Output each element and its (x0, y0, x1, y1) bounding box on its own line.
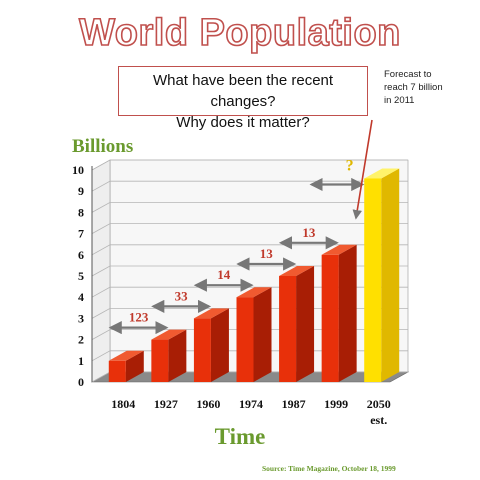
bar-1927 (151, 329, 187, 382)
bar-side (210, 308, 229, 382)
bar-front (364, 178, 382, 382)
bar-top (108, 350, 144, 361)
forecast-note: Forecast to reach 7 billion in 2011 (384, 68, 464, 107)
bar-1804 (108, 350, 144, 382)
interval-label: 13 (302, 225, 316, 240)
gridline (91, 201, 408, 213)
x-tick-label: 1987 (282, 397, 306, 411)
question-box: What have been the recent changes? Why d… (118, 66, 368, 131)
bar-top (321, 244, 357, 255)
gridline (91, 223, 408, 234)
interval-label: 13 (260, 246, 274, 261)
bar-front (279, 276, 297, 382)
forecast-line-1: Forecast to (384, 69, 432, 80)
x-tick-label: 1804 (111, 397, 135, 411)
bar-top (236, 287, 272, 298)
bar-1974 (236, 287, 272, 382)
y-axis-label: Billions (72, 136, 134, 157)
y-tick-label: 10 (72, 163, 84, 177)
interval-label: 33 (175, 288, 189, 303)
x-tick-label: 1927 (154, 397, 178, 411)
y-tick-label: 0 (78, 375, 84, 389)
bar-side (125, 350, 144, 382)
y-tick-label: 3 (78, 311, 84, 325)
bar-top (151, 329, 187, 340)
y-tick-label: 6 (78, 248, 84, 262)
forecast-pointer (352, 119, 373, 220)
x-tick-label: 1974 (239, 397, 263, 411)
x-tick-note: est. (370, 413, 387, 427)
interval-label: 123 (129, 310, 149, 325)
bar-2050 (364, 168, 400, 382)
y-tick-label: 5 (78, 269, 84, 283)
y-tick-label: 2 (78, 333, 84, 347)
bar-front (151, 339, 169, 382)
x-axis-label: Time (214, 424, 266, 449)
y-tick-label: 7 (78, 227, 84, 241)
bar-front (321, 254, 339, 382)
bar-1960 (193, 308, 229, 382)
interval-label: 14 (217, 267, 231, 282)
bar-front (108, 360, 126, 382)
bar-1987 (279, 266, 315, 382)
question-line-1: What have been the recent changes? (152, 72, 334, 110)
bar-top (364, 168, 400, 179)
forecast-line-2: reach 7 billion (384, 82, 443, 93)
source-note: Source: Time Magazine, October 18, 1999 (262, 464, 396, 473)
bar-1999 (321, 244, 357, 382)
bars-layer (108, 168, 400, 382)
bar-front (236, 297, 254, 382)
x-tick-label: 2050 (367, 397, 391, 411)
bar-front (193, 318, 211, 382)
gridline (91, 180, 408, 192)
question-line-2: Why does it matter? (176, 114, 310, 131)
bar-top (193, 308, 229, 319)
y-tick-label: 1 (78, 354, 84, 368)
forecast-line-3: in 2011 (384, 95, 415, 106)
y-tick-label: 9 (78, 184, 84, 198)
bar-side (296, 266, 315, 382)
bar-side (253, 287, 272, 382)
chart-title: World Population (78, 11, 401, 55)
bar-side (381, 168, 400, 382)
bar-top (279, 266, 315, 276)
bar-side (338, 244, 357, 382)
x-tick-label: 1999 (324, 397, 348, 411)
gridline (91, 159, 408, 171)
x-tick-label: 1960 (196, 397, 220, 411)
y-tick-label: 4 (78, 290, 84, 304)
bar-side (168, 329, 187, 382)
interval-label: ? (346, 157, 354, 174)
y-tick-label: 8 (78, 205, 84, 219)
